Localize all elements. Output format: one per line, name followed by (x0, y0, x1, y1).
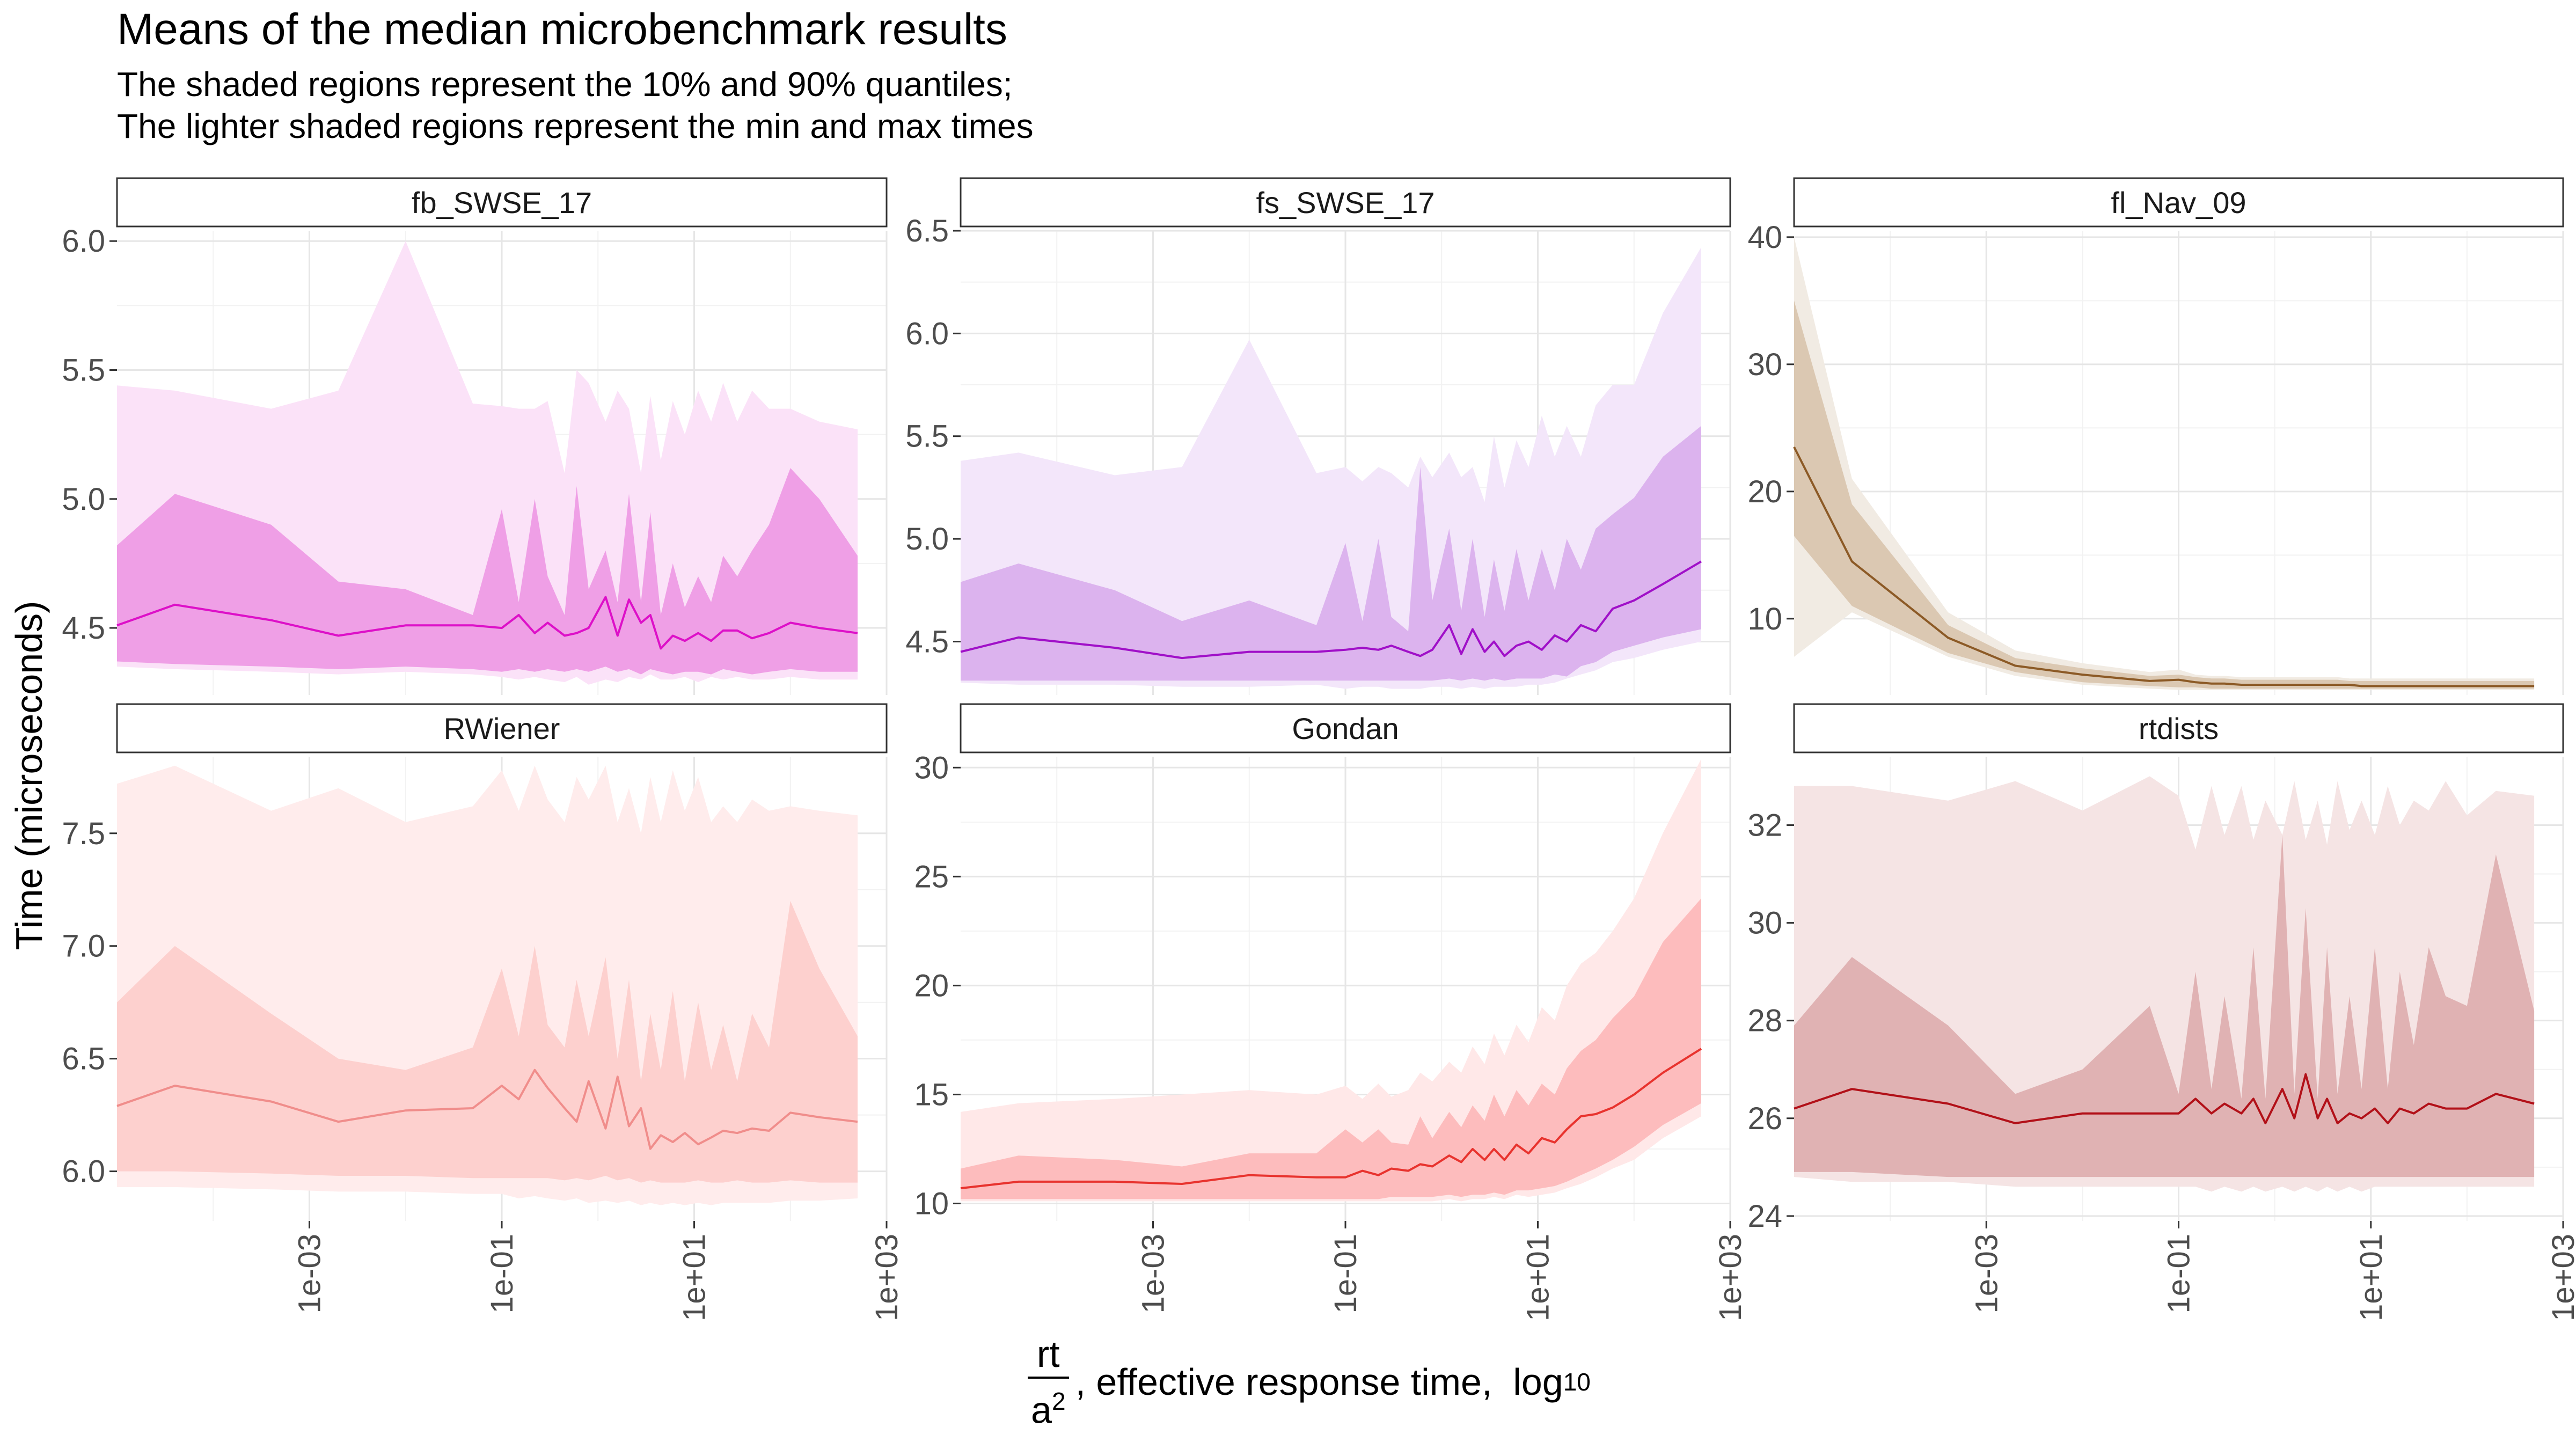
x-tick-label: 1e-03 (1136, 1234, 1171, 1313)
y-tick-label: 25 (914, 859, 949, 894)
x-axis-label: rt a2 , effective response time, log 10 (1028, 1326, 1591, 1438)
y-tick-label: 6.0 (62, 1154, 105, 1189)
x-tick-label: 1e+01 (677, 1234, 712, 1321)
x-axis-log-base: 10 (1563, 1368, 1591, 1396)
quantile-band (1794, 835, 2535, 1177)
y-tick-label: 4.5 (62, 611, 105, 646)
mean-line (116, 596, 858, 650)
x-tick-label: 1e-03 (1969, 1234, 2004, 1313)
y-tick-label: 32 (1747, 808, 1782, 843)
y-tick-label: 6.5 (62, 1042, 105, 1077)
panel-strip (116, 703, 888, 753)
y-tick-label: 30 (1747, 906, 1782, 941)
panel-strip (960, 177, 1731, 228)
x-tick-label: 1e+03 (1713, 1234, 1748, 1321)
panel-strip-label: fs_SWSE_17 (1256, 186, 1435, 219)
x-axis-fraction-numerator: rt (1036, 1333, 1060, 1375)
chart-subtitle: The shaded regions represent the 10% and… (117, 63, 1034, 147)
y-tick-label: 20 (1747, 474, 1782, 509)
quantile-band (961, 426, 1701, 681)
y-tick-label: 4.5 (905, 624, 949, 659)
x-tick-label: 1e+01 (1521, 1234, 1556, 1321)
panel-fb-swse-17: fb_SWSE_17 4.5 5.0 5.5 6.0 (62, 177, 888, 695)
quantile-band (117, 468, 858, 675)
y-tick-label: 7.5 (62, 816, 105, 851)
y-tick-label: 30 (1747, 347, 1782, 382)
y-axis-label: Time (microseconds) (8, 601, 50, 950)
panel-fl-nav-09: fl_Nav_09 10 20 30 40 (1747, 177, 2564, 695)
x-tick-label: 1e+01 (2354, 1234, 2389, 1321)
y-tick-label: 6.0 (905, 316, 949, 351)
x-tick-label: 1e-01 (485, 1234, 519, 1313)
y-tick-label: 5.0 (62, 482, 105, 517)
panel-strip-label: fl_Nav_09 (2111, 186, 2246, 219)
x-axis-fraction: rt a2 (1028, 1331, 1069, 1432)
chart-title: Means of the median microbenchmark resul… (117, 5, 1007, 54)
y-tick-label: 40 (1747, 220, 1782, 255)
panel-strip-label: fb_SWSE_17 (412, 186, 592, 219)
subtitle-line-1: The shaded regions represent the 10% and… (117, 65, 1013, 104)
y-tick-label: 7.0 (62, 929, 105, 964)
y-tick-label: 20 (914, 968, 949, 1003)
panel-strip (116, 177, 888, 228)
y-tick-label: 6.0 (62, 224, 105, 259)
panel-strip (1793, 177, 2564, 228)
y-tick-label: 5.5 (62, 353, 105, 388)
y-tick-label: 10 (1747, 602, 1782, 636)
quantile-band (1794, 301, 2535, 689)
y-tick-label: 10 (914, 1187, 949, 1221)
panel-gondan: Gondan 10 15 20 25 30 1e-03 1e-01 1e+01 1e+03 (914, 703, 1748, 1321)
y-tick-label: 5.5 (905, 419, 949, 454)
x-tick-label: 1e-01 (1328, 1234, 1363, 1313)
x-tick-label: 1e-01 (2162, 1234, 2197, 1313)
minmax-band (961, 759, 1701, 1202)
panel-fs-swse-17: fs_SWSE_17 4.5 5.0 5.5 6.0 6.5 (905, 177, 1731, 695)
mean-line (116, 1069, 858, 1150)
y-tick-label: 26 (1747, 1101, 1782, 1136)
panel-strip-label: Gondan (1292, 712, 1399, 745)
mean-line (960, 1048, 1702, 1190)
panel-rwiener: RWiener 6.0 6.5 7.0 7.5 1e-03 1e-01 1e+01 1e+03 (62, 703, 904, 1321)
x-tick-label: 1e+03 (869, 1234, 904, 1321)
x-axis-fraction-bar (1028, 1376, 1069, 1379)
y-tick-label: 6.5 (905, 214, 949, 248)
panel-rtdists: rtdists 24 26 28 30 32 1e-03 1e-01 1e+01 1e+03 (1747, 703, 2576, 1321)
y-tick-label: 24 (1747, 1199, 1782, 1234)
y-tick-label: 5.0 (905, 522, 949, 557)
quantile-band (117, 901, 858, 1183)
x-axis-label-text: , effective response time, log (1075, 1361, 1563, 1403)
x-tick-label: 1e-03 (292, 1234, 327, 1313)
panel-strip (960, 703, 1731, 753)
panel-strip-label: rtdists (2139, 712, 2219, 745)
mean-line (960, 560, 1702, 660)
x-tick-label: 1e+03 (2546, 1234, 2576, 1321)
x-axis-denominator-power: 2 (1051, 1387, 1066, 1415)
panel-strip (1793, 703, 2564, 753)
y-tick-label: 15 (914, 1077, 949, 1112)
y-tick-label: 28 (1747, 1004, 1782, 1038)
y-tick-label: 30 (914, 750, 949, 785)
panel-strip-label: RWiener (444, 712, 560, 745)
x-axis-fraction-denominator: a2 (1031, 1387, 1066, 1431)
mean-line (1794, 1073, 2535, 1124)
mean-line (1793, 446, 2535, 687)
quantile-band (961, 898, 1701, 1199)
subtitle-line-2: The lighter shaded regions represent the… (117, 107, 1034, 145)
